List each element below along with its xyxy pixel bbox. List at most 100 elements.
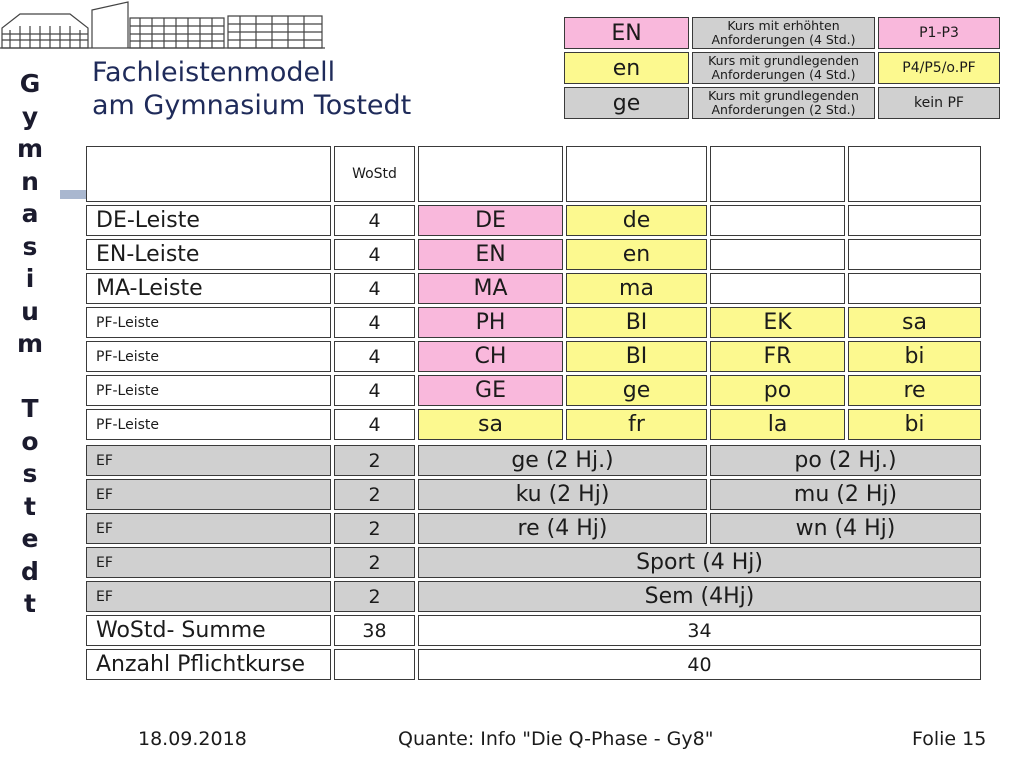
course-col-2: de — [566, 205, 707, 236]
course-col-2: ge — [566, 375, 707, 406]
course-col-2: BI — [566, 307, 707, 338]
legend-code-3: ge — [564, 87, 689, 119]
row-hours: 4 — [334, 205, 415, 236]
ef-row-label: EF — [86, 479, 331, 510]
count-row-value: 40 — [418, 649, 981, 680]
count-row-label: Anzahl Pflichtkurse — [86, 649, 331, 680]
course-col-3: EK — [710, 307, 845, 338]
course-col-3 — [710, 205, 845, 236]
ef-course-right: po (2 Hj.) — [710, 445, 981, 476]
course-col-4: sa — [848, 307, 981, 338]
vertical-title-letter: m — [16, 329, 44, 358]
header-col-3 — [710, 146, 845, 202]
footer-date: 18.09.2018 — [138, 728, 247, 750]
ef-course-right: wn (4 Hj) — [710, 513, 981, 544]
row-label: PF-Leiste — [86, 307, 331, 338]
legend-desc-3: Kurs mit grundlegenden Anforderungen (2 … — [692, 87, 875, 119]
vertical-title-letter: u — [21, 296, 39, 326]
legend-desc-1: Kurs mit erhöhten Anforderungen (4 Std.) — [692, 17, 875, 49]
vertical-title-letter: d — [21, 556, 39, 586]
ef-row-hours: 2 — [334, 479, 415, 510]
course-col-1: MA — [418, 273, 563, 304]
sum-row-value: 34 — [418, 615, 981, 646]
ef-course-full: Sport (4 Hj) — [418, 547, 981, 578]
row-label: DE-Leiste — [86, 205, 331, 236]
course-col-4: bi — [848, 409, 981, 440]
course-col-1: EN — [418, 239, 563, 270]
vertical-title-letter: T — [21, 394, 39, 423]
vertical-title-letter: m — [16, 134, 44, 163]
ef-course-left: re (4 Hj) — [418, 513, 707, 544]
ef-course-left: ku (2 Hj) — [418, 479, 707, 510]
title-line-2: am Gymnasium Tostedt — [92, 90, 412, 121]
vertical-title-letter: y — [21, 101, 39, 131]
legend-exam-2: P4/P5/o.PF — [878, 52, 1000, 84]
row-hours: 4 — [334, 273, 415, 304]
row-label: EN-Leiste — [86, 239, 331, 270]
course-col-3: FR — [710, 341, 845, 372]
vertical-title-letter — [14, 361, 46, 394]
row-label: PF-Leiste — [86, 375, 331, 406]
course-col-1: GE — [418, 375, 563, 406]
legend-exam-1: P1-P3 — [878, 17, 1000, 49]
ef-row-hours: 2 — [334, 445, 415, 476]
ef-row-label: EF — [86, 581, 331, 612]
sum-row-hours: 38 — [334, 615, 415, 646]
row-label: MA-Leiste — [86, 273, 331, 304]
course-col-1: PH — [418, 307, 563, 338]
vertical-title-letter: s — [22, 231, 38, 261]
course-col-1: DE — [418, 205, 563, 236]
page-title: Fachleistenmodell am Gymnasium Tostedt — [92, 56, 411, 122]
header-col-2 — [566, 146, 707, 202]
course-col-1: CH — [418, 341, 563, 372]
course-col-3: po — [710, 375, 845, 406]
row-label: PF-Leiste — [86, 341, 331, 372]
ef-row-hours: 2 — [334, 547, 415, 578]
vertical-title-letter: a — [21, 199, 39, 228]
ef-course-left: ge (2 Hj.) — [418, 445, 707, 476]
school-building-logo — [0, 1, 325, 49]
footer-center-text: Quante: Info "Die Q-Phase - Gy8" — [398, 728, 714, 750]
course-col-2: BI — [566, 341, 707, 372]
course-col-4 — [848, 205, 981, 236]
legend-code-2: en — [564, 52, 689, 84]
course-col-4: re — [848, 375, 981, 406]
legend-code-1: EN — [564, 17, 689, 49]
ef-row-hours: 2 — [334, 581, 415, 612]
vertical-title-letter: t — [24, 491, 36, 521]
vertical-title-letter: e — [21, 524, 39, 553]
legend-desc-2: Kurs mit grundlegenden Anforderungen (4 … — [692, 52, 875, 84]
course-col-3 — [710, 273, 845, 304]
ef-row-hours: 2 — [334, 513, 415, 544]
ef-course-right: mu (2 Hj) — [710, 479, 981, 510]
course-col-3: la — [710, 409, 845, 440]
course-col-3 — [710, 239, 845, 270]
ef-row-label: EF — [86, 513, 331, 544]
legend-exam-3: kein PF — [878, 87, 1000, 119]
row-label: PF-Leiste — [86, 409, 331, 440]
course-col-1: sa — [418, 409, 563, 440]
ef-course-full: Sem (4Hj) — [418, 581, 981, 612]
course-col-2: ma — [566, 273, 707, 304]
course-col-4 — [848, 273, 981, 304]
accent-bar — [60, 190, 90, 199]
header-col-1 — [418, 146, 563, 202]
vertical-title-letter: G — [19, 69, 41, 98]
row-hours: 4 — [334, 307, 415, 338]
ef-row-label: EF — [86, 547, 331, 578]
course-col-2: en — [566, 239, 707, 270]
header-label-cell — [86, 146, 331, 202]
course-col-2: fr — [566, 409, 707, 440]
course-col-4 — [848, 239, 981, 270]
row-hours: 4 — [334, 409, 415, 440]
course-col-4: bi — [848, 341, 981, 372]
row-hours: 4 — [334, 375, 415, 406]
row-hours: 4 — [334, 239, 415, 270]
ef-row-label: EF — [86, 445, 331, 476]
footer-page-number: Folie 15 — [912, 728, 987, 750]
header-wostd: WoStd — [334, 146, 415, 202]
vertical-title-letter: s — [22, 459, 38, 488]
count-row-hours — [334, 649, 415, 680]
vertical-title-letter: o — [21, 426, 39, 456]
